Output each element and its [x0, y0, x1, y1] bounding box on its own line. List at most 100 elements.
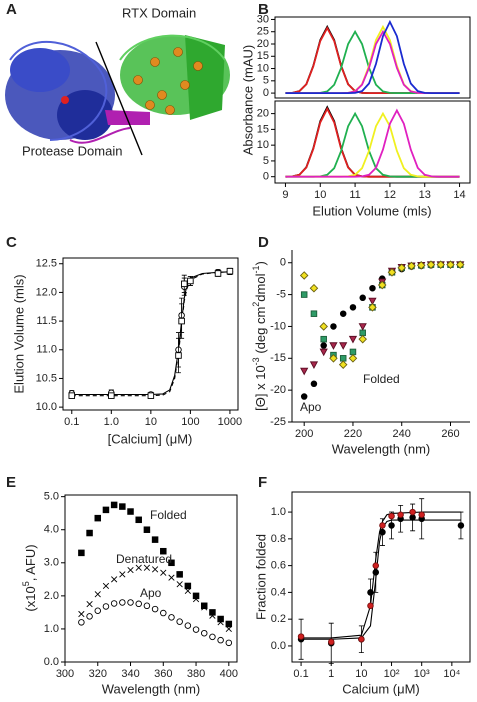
- data-point: [176, 581, 183, 588]
- y-axis-label: Elution Volume (mls): [11, 274, 26, 393]
- x-axis-label: Elution Volume (mls): [312, 203, 431, 218]
- y-tick-label: 0.0: [44, 656, 59, 668]
- data-point: [184, 622, 192, 629]
- data-point: [455, 260, 465, 269]
- plot-frame: [291, 491, 471, 663]
- x-tick-label: 1000: [218, 416, 242, 428]
- data-point: [416, 261, 426, 270]
- data-point: [338, 360, 348, 369]
- x-tick-label: 340: [121, 668, 139, 680]
- linker: [69, 127, 131, 144]
- data-point: [192, 596, 200, 603]
- label-part: 5: [21, 581, 31, 586]
- series-group: [68, 267, 234, 399]
- data-point: [201, 604, 208, 611]
- y-tick-label: 10.5: [36, 372, 57, 384]
- data-point: [160, 569, 167, 576]
- y-tick-label: 15: [257, 123, 269, 135]
- y-tick-label: 4.0: [44, 524, 59, 536]
- data-point: [86, 601, 93, 608]
- data-point: [78, 619, 85, 626]
- rtx-coil: [119, 34, 226, 61]
- data-point: [359, 294, 366, 302]
- data-point: [160, 547, 167, 555]
- data-point: [214, 270, 222, 277]
- series-line: [285, 105, 460, 178]
- x-tick-label: 9: [282, 189, 288, 201]
- label-part: dmol: [253, 273, 268, 301]
- data-point: [319, 322, 328, 331]
- data-point: [300, 393, 308, 400]
- data-point: [300, 291, 308, 298]
- data-point: [151, 536, 159, 543]
- protease-blob: [57, 90, 113, 140]
- data-point: [119, 571, 126, 578]
- y-tick-label: 0.0: [271, 640, 286, 652]
- data-point: [379, 528, 386, 536]
- annotation: Denatured: [116, 552, 172, 566]
- data-point: [217, 636, 224, 644]
- data-point: [379, 522, 386, 529]
- label-part: (deg cm: [253, 307, 268, 358]
- x-tick-label: 11: [349, 189, 360, 201]
- y-axis-label: [Θ] x 10-3 (deg cm2dmol-1): [251, 261, 268, 411]
- x-tick-label: 1.0: [104, 416, 119, 428]
- data-point: [102, 603, 110, 610]
- data-point: [135, 516, 142, 524]
- data-point: [377, 280, 387, 290]
- series-line: [285, 111, 460, 178]
- data-point: [200, 629, 208, 637]
- annotation: Folded: [150, 508, 187, 522]
- data-point: [135, 600, 142, 608]
- calcium-ions: [133, 47, 203, 115]
- series-line: [285, 108, 460, 178]
- data-point: [209, 612, 216, 619]
- label-part: -3: [251, 357, 261, 365]
- x-tick-label: 1: [328, 668, 334, 680]
- panel-letter: D: [258, 234, 269, 251]
- label-part: , AFU): [23, 544, 38, 581]
- protease-blob: [10, 48, 70, 92]
- x-tick-label: 220: [344, 428, 362, 440]
- data-point: [94, 514, 102, 522]
- data-point: [348, 354, 358, 363]
- data-point: [329, 354, 338, 363]
- series-line: [285, 19, 460, 94]
- x-tick-label: 100: [181, 416, 199, 428]
- data-point: [225, 625, 232, 633]
- series-line: [71, 271, 230, 396]
- panel-letter: A: [6, 1, 17, 18]
- data-point: [102, 506, 110, 514]
- x-tick-label: 10: [145, 416, 157, 428]
- data-point: [94, 591, 101, 598]
- series-group: [285, 19, 460, 94]
- panel-letter: F: [258, 474, 267, 491]
- data-point: [108, 392, 115, 399]
- data-point: [225, 639, 233, 647]
- y-tick-label: 10: [257, 139, 269, 151]
- data-point: [327, 638, 335, 646]
- y-tick-label: 10: [257, 62, 269, 74]
- label-part: [Θ] x 10: [253, 365, 268, 411]
- y-tick-label: 25: [257, 26, 269, 38]
- data-point: [329, 342, 338, 350]
- data-point: [127, 508, 134, 515]
- x-tick-label: 320: [89, 668, 107, 680]
- data-point: [102, 582, 110, 590]
- y-tick-label: 0: [263, 171, 269, 183]
- structure-image: A RTX Domain Protease Domain: [5, 1, 230, 158]
- protease-coil: [9, 40, 108, 141]
- data-point: [94, 607, 102, 614]
- y-tick-label: 20: [257, 38, 269, 50]
- data-point: [187, 277, 194, 285]
- y-axis-label: Absorbance (mAU): [240, 45, 255, 156]
- data-point: [397, 511, 404, 519]
- data-point: [119, 503, 126, 510]
- data-point: [367, 589, 374, 596]
- data-point: [349, 304, 357, 311]
- y-tick-label: 11.5: [36, 315, 57, 327]
- data-point: [78, 610, 85, 618]
- y-tick-label: 5.0: [44, 491, 59, 503]
- data-point: [119, 599, 126, 606]
- active-site: [61, 96, 69, 104]
